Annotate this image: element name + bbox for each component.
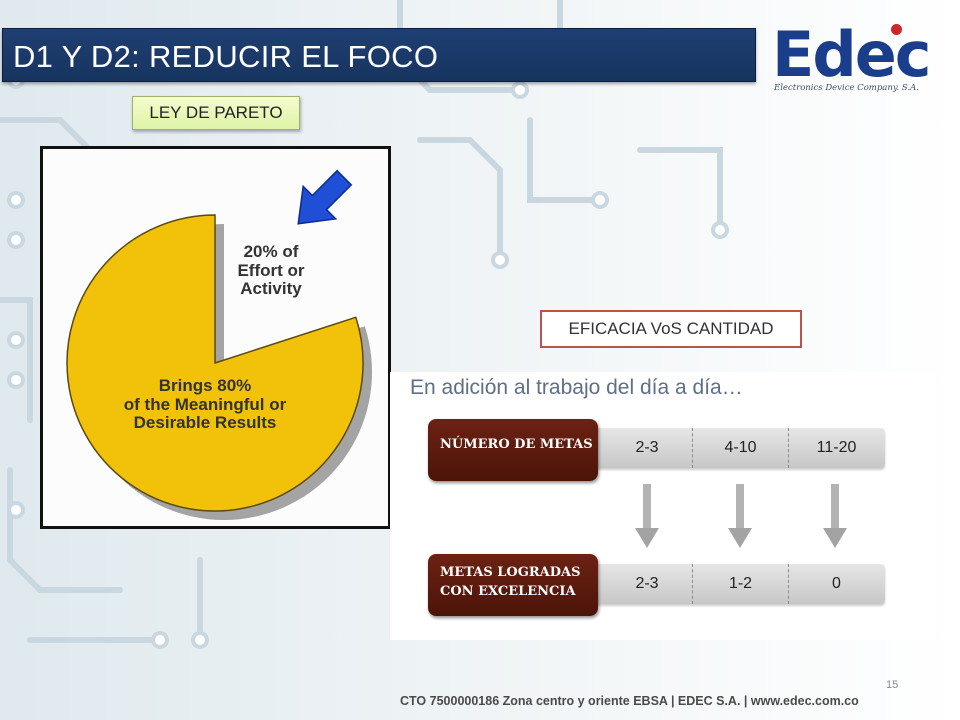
goals-cell: 11-20 — [816, 439, 857, 456]
pie-effort-text: 20% of Effort or Activity — [231, 242, 311, 299]
pie-results-line: of the Meaningful or — [123, 394, 287, 414]
logo-subtitle: Electronics Device Company. S.A. — [774, 83, 919, 93]
pie-large-slice — [66, 214, 364, 512]
title-bar: D1 Y D2: REDUCIR EL FOCO — [2, 28, 756, 82]
goals-row-label: NÚMERO DE METAS — [428, 419, 598, 481]
goals-cell: 2-3 — [635, 575, 659, 592]
footer-text: CTO 7500000186 Zona centro y oriente EBS… — [400, 694, 859, 708]
pie-effort-line: 20% of — [243, 242, 299, 261]
pareto-pie-svg — [66, 169, 373, 520]
cell-divider — [788, 564, 789, 604]
cell-divider — [788, 428, 789, 468]
down-arrow-icon — [635, 484, 659, 548]
goals-cell: 0 — [832, 575, 841, 592]
pie-effort-line: Activity — [240, 279, 302, 299]
blue-arrow-icon — [297, 169, 353, 225]
goals-row-track — [595, 428, 885, 468]
pie-effort-line: Effort or — [237, 260, 305, 280]
goals-row-label-line: NÚMERO DE METAS — [440, 437, 593, 452]
goals-cell: 4-10 — [724, 439, 757, 456]
pie-results-line: Brings 80% — [158, 376, 252, 395]
goals-row-track — [595, 564, 885, 604]
goals-heading: En adición al trabajo del día a día… — [410, 376, 743, 399]
cell-divider — [692, 428, 693, 468]
page-number: 15 — [886, 679, 899, 691]
goals-row-label-line: METAS LOGRADAS — [440, 565, 581, 580]
goals-cell: 1-2 — [728, 575, 753, 592]
down-arrow-icon — [728, 484, 752, 548]
pareto-pie-figure: 20% of Effort or Activity Brings 80% of … — [40, 146, 391, 529]
goals-row-label: METAS LOGRADAS CON EXCELENCIA — [428, 554, 598, 616]
pareto-law-label: LEY DE PARETO — [132, 96, 300, 130]
efficacy-vs-quantity-label: EFICACIA VoS CANTIDAD — [540, 310, 802, 348]
logo-wordmark: Edec — [772, 18, 932, 91]
logo-red-dot — [891, 24, 902, 35]
goals-row-label-line: CON EXCELENCIA — [440, 584, 576, 599]
pie-results-line: Desirable Results — [133, 413, 277, 433]
cell-divider — [692, 564, 693, 604]
down-arrow-icon — [823, 484, 847, 548]
goals-cell: 2-3 — [635, 439, 659, 456]
goals-panel: En adición al trabajo del día a día… NÚM… — [390, 372, 936, 640]
slide-title: D1 Y D2: REDUCIR EL FOCO — [13, 39, 439, 74]
edec-logo: Edec Electronics Device Company. S.A. — [772, 20, 948, 100]
pie-results-text: Brings 80% of the Meaningful or Desirabl… — [95, 376, 315, 433]
